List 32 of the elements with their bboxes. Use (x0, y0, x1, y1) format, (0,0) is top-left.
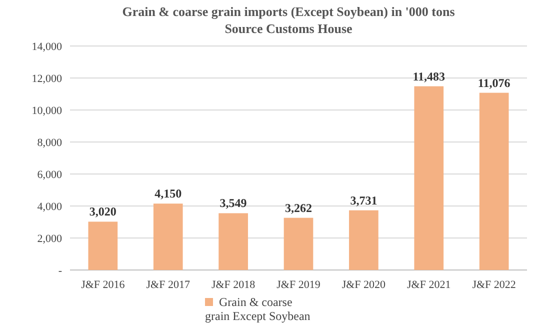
bar (414, 86, 444, 270)
data-label: 4,150 (154, 186, 182, 201)
data-label: 3,262 (285, 200, 312, 215)
data-label: 3,549 (220, 196, 247, 210)
data-label: 3,020 (89, 204, 116, 219)
bar (88, 222, 118, 270)
y-tick-label: - (58, 264, 62, 277)
bar (479, 92, 509, 270)
data-label: 11,076 (478, 76, 510, 90)
y-tick-label: 12,000 (32, 72, 62, 85)
y-tick-label: 10,000 (32, 104, 62, 117)
x-tick-label: J&F 2019 (276, 279, 321, 291)
x-tick-label: J&F 2021 (407, 279, 451, 291)
y-tick-label: 4,000 (37, 200, 62, 213)
bar (284, 218, 314, 270)
y-tick-label: 8,000 (37, 136, 62, 149)
y-tick-label: 2,000 (37, 232, 62, 245)
chart-subtitle: Source Customs House (224, 21, 353, 36)
data-label: 11,483 (412, 69, 446, 84)
y-tick-label: 14,000 (32, 40, 62, 53)
bar (153, 204, 183, 270)
legend-label: Grain & coarse grain Except Soybean (205, 295, 310, 323)
x-tick-label: J&F 2017 (146, 279, 190, 291)
x-tick-label: J&F 2020 (342, 279, 386, 291)
bar (349, 210, 378, 270)
chart-title: Grain & coarse grain imports (Except Soybean) in '000 tons (122, 4, 455, 19)
bar (218, 213, 248, 270)
x-tick-label: J&F 2022 (472, 279, 516, 291)
data-label: 3,731 (350, 193, 378, 208)
x-tick-label: J&F 2016 (81, 279, 126, 291)
x-tick-label: J&F 2018 (211, 279, 256, 291)
y-tick-label: 6,000 (37, 168, 62, 181)
